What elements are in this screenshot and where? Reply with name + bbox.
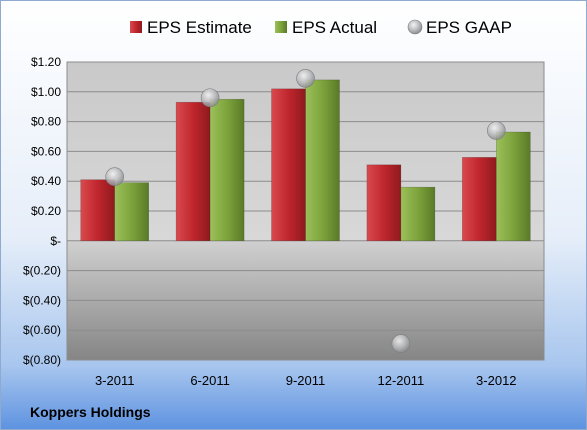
point-eps-gaap [391,334,411,353]
y-axis: $1.20 $1.00 $0.80 $0.60 $0.40 $0.20 $- $(0.20) $… [23,55,61,367]
point-eps-gaap [105,167,124,187]
y-tick-label: $(0.60) [23,323,61,337]
plot-frame [66,61,545,361]
legend-swatch [130,21,142,33]
bar-eps-actual [305,79,340,242]
y-tick-label: $(0.20) [23,264,61,278]
legend-label: EPS GAAP [426,18,512,37]
y-tick-label: $1.00 [31,85,61,99]
bar-eps-actual [114,182,149,242]
legend: EPS Estimate EPS Actual EPS GAAP [130,18,512,37]
legend-swatch [275,21,287,33]
plot-area [66,61,545,361]
bar-eps-estimate [461,157,497,242]
bar-eps-estimate [80,179,115,242]
x-tick-label: 9-2011 [286,373,326,388]
y-tick-label: $0.60 [31,144,61,158]
bar-eps-actual [209,98,245,242]
y-tick-label: $- [50,234,61,248]
company-name: Koppers Holdings [30,404,151,420]
y-tick-label: $0.80 [31,115,61,129]
legend-label: EPS Estimate [147,18,252,37]
legend-swatch [407,19,423,35]
y-tick-label: $(0.40) [23,293,61,307]
y-tick-label: $0.40 [31,174,61,188]
point-eps-gaap [296,69,315,88]
x-tick-label: 12-2011 [378,373,425,388]
bar-eps-estimate [366,164,402,242]
y-tick-label: $0.20 [31,204,61,218]
x-axis: 3-2011 6-2011 9-2011 12-2011 3-2012 [95,373,517,388]
legend-label: EPS Actual [292,18,377,37]
bar-eps-estimate [175,101,211,242]
y-tick-label: $(0.80) [23,353,61,367]
bar-eps-actual [495,131,531,242]
x-tick-label: 6-2011 [190,373,230,388]
y-tick-label: $1.20 [31,55,61,69]
point-eps-gaap [486,121,506,140]
x-tick-label: 3-2011 [95,373,135,388]
x-tick-label: 3-2012 [476,373,516,388]
bar-eps-estimate [271,88,306,242]
point-eps-gaap [200,88,220,108]
bar-eps-actual [400,186,436,242]
